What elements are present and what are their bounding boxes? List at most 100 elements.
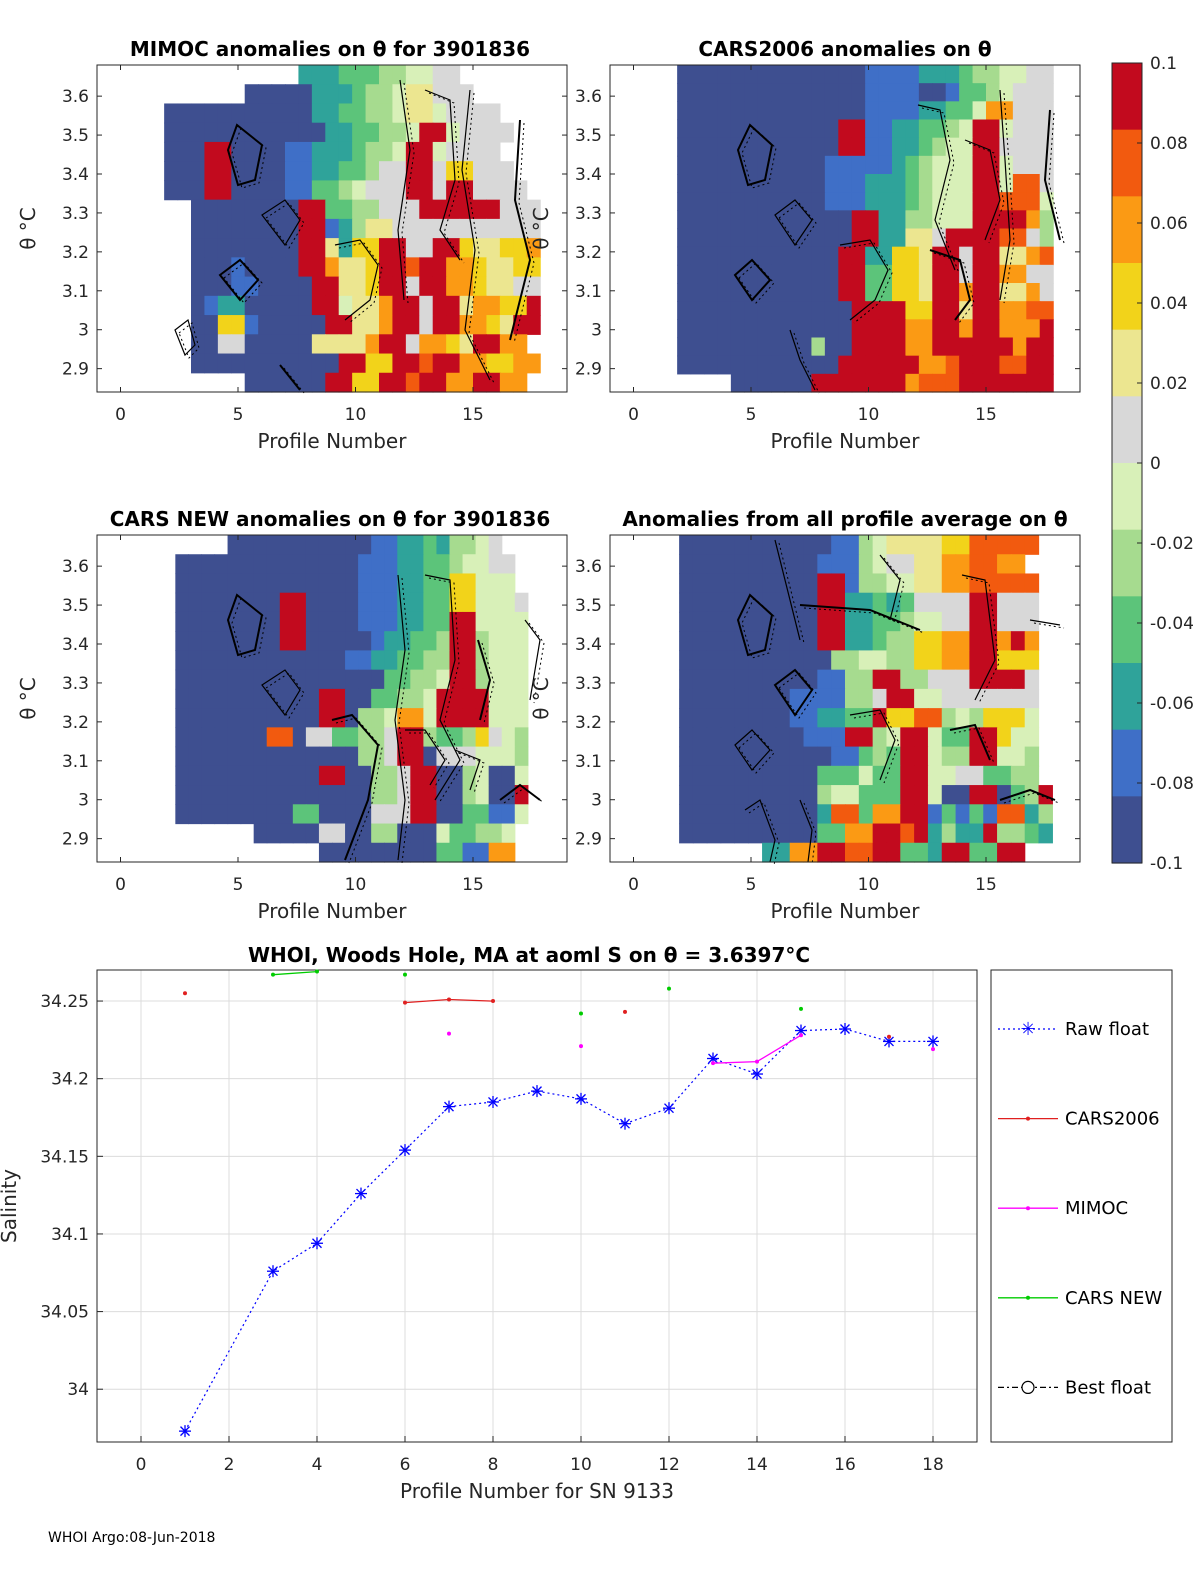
heatmap-cell xyxy=(720,611,736,632)
heatmap-cell xyxy=(338,372,353,393)
heatmap-cell xyxy=(217,103,232,124)
heatmap-frame xyxy=(609,64,1081,393)
heatmap-cell xyxy=(423,631,438,652)
contour-line xyxy=(999,89,1011,301)
heatmap-cell xyxy=(486,334,501,355)
heatmap-cell xyxy=(419,199,434,220)
y-tick-label: 34 xyxy=(67,1380,89,1400)
colorbar-tick-label: -0.04 xyxy=(1150,614,1194,634)
heatmap-cell xyxy=(851,192,866,211)
heatmap-cell xyxy=(972,228,987,248)
heatmap-cell xyxy=(811,373,826,393)
heatmap-cell xyxy=(679,631,694,652)
heatmap-cell xyxy=(423,535,438,555)
heatmap-cell xyxy=(459,257,474,278)
contour-line-dotted xyxy=(503,787,545,804)
heatmap-cell xyxy=(405,276,420,297)
heatmap-cell xyxy=(941,611,957,632)
contour-line xyxy=(773,668,814,717)
colorbar-swatch xyxy=(1112,263,1142,331)
heatmap-cell xyxy=(279,765,294,786)
heatmap-cell xyxy=(706,592,722,613)
heatmap-cell xyxy=(878,155,893,175)
heatmap-cell xyxy=(690,228,705,248)
heatmap-cell xyxy=(436,592,451,613)
heatmap-cell xyxy=(231,276,246,297)
heatmap-cell xyxy=(204,295,219,316)
heatmap-cell xyxy=(955,669,971,690)
heatmap-cell xyxy=(311,65,326,85)
heatmap-cell xyxy=(419,276,434,297)
heatmap-cell xyxy=(972,355,987,375)
heatmap-cell xyxy=(392,315,407,335)
heatmap-cell xyxy=(1012,283,1027,302)
heatmap-cell xyxy=(865,101,880,121)
heatmap-cell xyxy=(706,573,722,594)
heatmap-cell xyxy=(824,283,839,302)
heatmap-cell xyxy=(704,65,719,84)
heatmap-cell xyxy=(446,276,461,297)
heatmap-cell xyxy=(811,228,826,248)
heatmap-cell xyxy=(514,631,529,652)
colorbar-swatch xyxy=(1112,129,1142,197)
heatmap-cell xyxy=(449,823,464,844)
heatmap-cell xyxy=(1012,228,1027,248)
heatmap-cell xyxy=(845,746,860,767)
heatmap-cell xyxy=(983,765,998,786)
heatmap-cell xyxy=(945,192,960,211)
heatmap-cell xyxy=(706,708,722,728)
heatmap-cell xyxy=(311,122,326,143)
heatmap-cell xyxy=(410,746,424,767)
heatmap-cell xyxy=(217,199,232,220)
series-mimoc-point xyxy=(447,1031,451,1036)
series-cars2006-point xyxy=(447,997,451,1002)
heatmap-cell xyxy=(858,842,874,863)
heatmap-cell xyxy=(945,101,960,121)
heatmap-cell xyxy=(311,161,326,182)
heatmap-cell xyxy=(704,246,719,266)
heatmap-cell xyxy=(191,353,206,374)
series-raw-float-point xyxy=(663,1102,675,1115)
heatmap-cell xyxy=(432,161,447,182)
heatmap-cell xyxy=(983,631,998,652)
heatmap-cell xyxy=(392,257,407,278)
contour-line xyxy=(917,104,956,271)
series-raw-float-point xyxy=(839,1023,851,1035)
heatmap-cell xyxy=(959,301,974,320)
heatmap-cell xyxy=(253,785,268,805)
heatmap-cell xyxy=(526,276,541,297)
heatmap-cell xyxy=(838,228,853,248)
heatmap-cell xyxy=(734,611,749,632)
heatmap-cell xyxy=(838,337,853,357)
heatmap-cell xyxy=(838,65,853,84)
heatmap-cell xyxy=(432,372,447,393)
heatmap-cell xyxy=(486,218,501,239)
heatmap-cell xyxy=(201,785,216,805)
heatmap-cell xyxy=(878,119,893,139)
heatmap-cell xyxy=(227,785,242,805)
heatmap-cell xyxy=(1026,373,1041,393)
heatmap-cell xyxy=(997,804,1012,825)
heatmap-cell xyxy=(858,592,874,613)
heatmap-cell xyxy=(845,785,860,805)
heatmap-cell xyxy=(692,592,708,613)
heatmap-cell xyxy=(266,823,281,844)
heatmap-cell xyxy=(886,611,901,632)
heatmap-cell xyxy=(499,199,514,220)
series-cars2006-point xyxy=(491,999,495,1004)
heatmap-cell xyxy=(969,554,984,575)
heatmap-cell xyxy=(811,155,826,175)
heatmap-cell xyxy=(473,161,488,182)
heatmap-cell xyxy=(1026,319,1041,339)
heatmap-cell xyxy=(271,257,286,278)
colorbar-tick-label: -0.1 xyxy=(1150,854,1183,874)
heatmap-cell xyxy=(851,319,866,339)
heatmap-cell xyxy=(918,264,933,284)
heatmap-cell xyxy=(292,708,307,728)
heatmap-cell xyxy=(865,155,880,175)
heatmap-cell xyxy=(201,688,216,709)
heatmap-cell xyxy=(945,301,960,320)
heatmap-cell xyxy=(436,554,451,575)
heatmap-cell xyxy=(449,650,464,671)
